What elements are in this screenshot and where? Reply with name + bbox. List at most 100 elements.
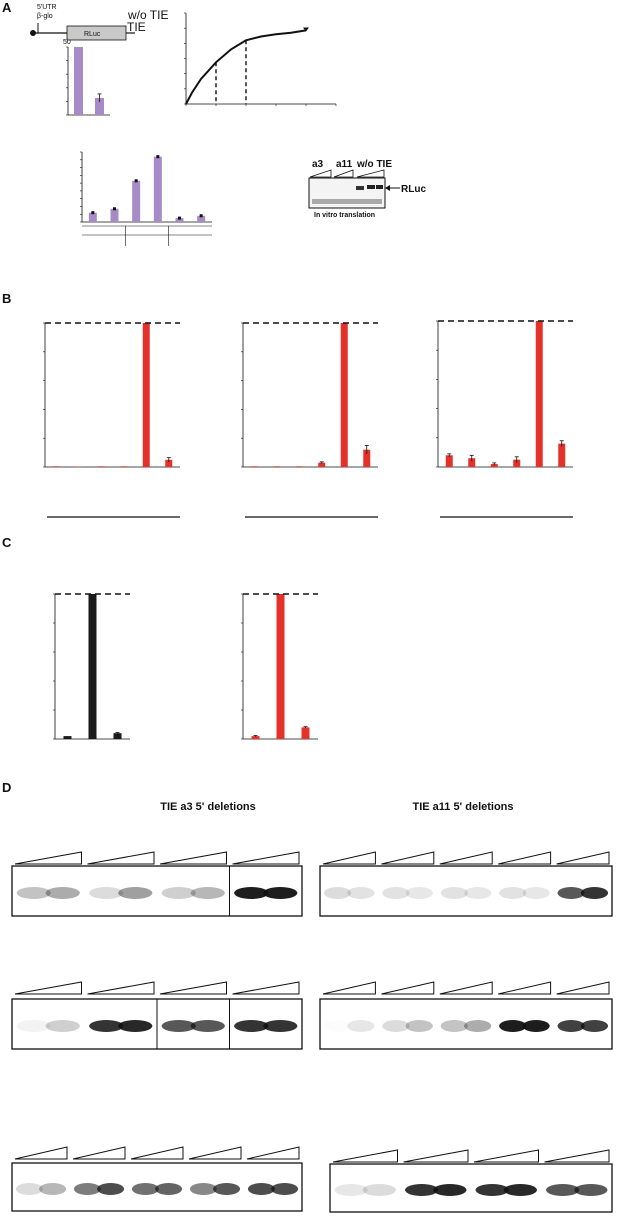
gradient-wedge — [439, 981, 493, 995]
blot-band — [382, 887, 410, 899]
blot-d-title-a3: TIE a3 5' deletions — [160, 801, 256, 813]
blot-d-title-a11: TIE a11 5' deletions — [412, 801, 513, 813]
blot-band — [155, 1183, 183, 1195]
blot-a-label-a11: a11 — [336, 159, 353, 170]
bar — [95, 98, 104, 115]
blot-band — [574, 1184, 608, 1196]
blot-frame — [319, 865, 613, 917]
bar — [52, 466, 60, 467]
error-cap — [199, 214, 203, 218]
bar — [490, 464, 498, 467]
blot-band — [440, 887, 468, 899]
blot-a: a3 a11 w/o TIE RLuc In vitro translation — [308, 159, 426, 219]
gradient-wedge — [14, 1146, 68, 1160]
blot-frame — [11, 865, 303, 917]
bar — [97, 466, 105, 467]
blot-band — [190, 887, 225, 899]
blot-frame — [319, 998, 613, 1050]
chart-concentration-curve — [184, 12, 337, 106]
bar — [197, 215, 206, 222]
blot-band — [234, 1020, 269, 1032]
blot-band — [234, 887, 269, 899]
gradient-wedge — [332, 1149, 398, 1163]
blot-band — [15, 1183, 43, 1195]
gradient-wedge — [381, 851, 435, 865]
blot-a-caption: In vitro translation — [314, 212, 375, 219]
gradient-wedge — [87, 981, 155, 995]
blot-band — [362, 1184, 396, 1196]
gradient-wedge — [556, 981, 610, 995]
blot-a-arrow-label: RLuc — [401, 184, 426, 195]
bar — [251, 736, 260, 739]
gradient-wedge — [232, 981, 300, 995]
bar — [88, 212, 97, 222]
gradient-wedge — [232, 851, 300, 865]
panel-label-b: B — [2, 291, 11, 306]
blot-band — [16, 887, 51, 899]
arrow-icon — [385, 185, 390, 191]
bar — [250, 466, 258, 467]
blot-band — [263, 887, 298, 899]
gradient-wedge — [356, 169, 385, 178]
bar — [132, 180, 141, 222]
bar — [175, 218, 184, 222]
blot-frame — [11, 1162, 303, 1212]
blot-band — [405, 1184, 439, 1196]
panel-label-c: C — [2, 535, 12, 550]
gradient-wedge — [498, 851, 552, 865]
blot-band — [546, 1184, 580, 1196]
blot-band — [161, 1020, 196, 1032]
blot-band — [503, 1184, 537, 1196]
blot-band — [263, 1020, 298, 1032]
blot-band — [440, 1020, 468, 1032]
blot-band — [405, 887, 433, 899]
blot-band — [89, 1020, 124, 1032]
blot-band — [189, 1183, 217, 1195]
blot-band — [557, 1020, 585, 1032]
bar — [468, 458, 476, 467]
blot-band — [161, 887, 196, 899]
bar — [63, 736, 72, 739]
bar — [535, 321, 543, 467]
error-cap — [134, 179, 138, 183]
bar — [120, 466, 128, 467]
blot-band — [464, 1020, 492, 1032]
bar — [513, 459, 521, 467]
gradient-wedge — [14, 981, 82, 995]
gradient-wedge — [544, 1149, 610, 1163]
blot-band — [45, 887, 80, 899]
blot-band — [45, 1020, 80, 1032]
bar — [88, 594, 97, 739]
blot-band — [347, 887, 375, 899]
gradient-wedge — [72, 1146, 126, 1160]
chart-c3h10t12 — [241, 593, 318, 740]
chart-concentration-bars — [80, 151, 212, 246]
gradient-wedge — [309, 169, 332, 178]
series-line — [185, 29, 307, 105]
blot-band — [557, 887, 585, 899]
blot-band — [499, 1020, 527, 1032]
blot-a-label-a3: a3 — [312, 159, 324, 170]
bar — [142, 323, 150, 467]
gradient-wedge — [381, 981, 435, 995]
bar — [74, 47, 83, 115]
blot-band — [382, 1020, 410, 1032]
error-cap — [91, 211, 95, 215]
blot-band — [324, 1020, 351, 1032]
blot-band — [73, 1183, 101, 1195]
blot-band — [580, 1020, 609, 1032]
gradient-wedge — [159, 851, 227, 865]
blots-d — [11, 851, 613, 1213]
beta-glo-label: β-glo — [37, 13, 53, 20]
error-cap — [178, 216, 181, 220]
bar — [318, 462, 326, 467]
bar — [558, 443, 566, 467]
gradient-wedge — [498, 981, 552, 995]
blot-band — [522, 1020, 550, 1032]
gradient-wedge — [322, 981, 376, 995]
blot-band — [499, 887, 527, 899]
rluc-label: RLuc — [84, 31, 101, 38]
gradient-wedge — [130, 1146, 184, 1160]
blot-band — [39, 1183, 67, 1195]
gradient-wedge — [87, 851, 155, 865]
